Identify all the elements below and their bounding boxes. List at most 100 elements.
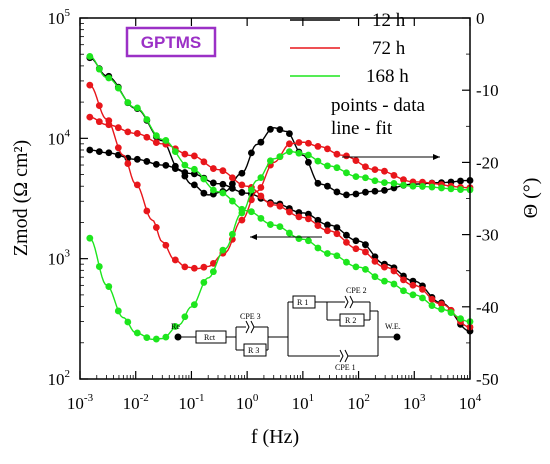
- data-point-zmod-72h: [95, 118, 103, 126]
- data-point-phase-12h: [286, 130, 293, 137]
- data-point-phase-72h: [200, 263, 208, 271]
- data-point-zmod-168h: [86, 52, 94, 60]
- data-point-phase-168h: [343, 169, 350, 177]
- circuit-label-cpe2: CPE 2: [346, 286, 367, 295]
- data-point-zmod-12h: [333, 224, 341, 231]
- x-tick-label: 103: [403, 392, 426, 413]
- data-point-phase-168h: [171, 323, 179, 330]
- data-point-zmod-168h: [419, 294, 426, 302]
- data-point-phase-168h: [352, 173, 360, 181]
- data-point-phase-12h: [314, 179, 322, 187]
- data-point-zmod-72h: [267, 200, 274, 208]
- legend-label-72h: 72 h: [372, 38, 406, 59]
- data-point-phase-12h: [362, 188, 369, 196]
- plot-frame: [79, 17, 471, 380]
- data-point-zmod-168h: [324, 250, 331, 257]
- data-point-phase-168h: [419, 183, 426, 190]
- legend-note-line: line - fit: [331, 118, 393, 139]
- data-point-zmod-168h: [362, 265, 369, 273]
- data-point-zmod-12h: [343, 231, 350, 239]
- x-tick-label: 10-1: [178, 392, 204, 413]
- y-right-tick-label: 0: [476, 9, 485, 28]
- data-point-phase-168h: [86, 234, 94, 242]
- y-left-tick-label: 103: [48, 248, 71, 269]
- data-point-zmod-12h: [305, 210, 312, 218]
- data-point-zmod-72h: [114, 124, 122, 132]
- data-point-phase-168h: [114, 307, 122, 315]
- data-point-phase-72h: [190, 264, 198, 272]
- ticks-layer: 10-3 10-2 10-1 100 101 102 103 104 102 103 104 105 0…: [48, 7, 499, 413]
- data-point-phase-168h: [333, 164, 341, 172]
- data-point-phase-72h: [257, 184, 265, 191]
- y-left-tick-label: 102: [48, 368, 71, 389]
- y-right-tick-label: -40: [476, 298, 499, 317]
- data-point-phase-72h: [95, 102, 103, 110]
- data-point-zmod-168h: [257, 214, 265, 222]
- data-point-zmod-72h: [190, 152, 198, 160]
- data-point-zmod-72h: [362, 248, 369, 256]
- data-point-zmod-168h: [190, 165, 198, 173]
- data-point-phase-72h: [371, 166, 379, 174]
- data-point-phase-168h: [238, 209, 246, 217]
- data-point-zmod-168h: [400, 287, 407, 295]
- data-point-zmod-12h: [105, 149, 113, 157]
- data-point-zmod-72h: [143, 133, 151, 141]
- circuit-re-terminal: [174, 333, 182, 341]
- data-point-phase-168h: [305, 151, 312, 159]
- data-point-zmod-168h: [162, 137, 170, 144]
- data-point-phase-12h: [381, 186, 388, 194]
- circuit-we-terminal: [393, 333, 401, 341]
- data-point-zmod-168h: [219, 189, 227, 197]
- data-point-zmod-72h: [209, 165, 217, 172]
- data-point-phase-72h: [352, 157, 360, 165]
- data-point-phase-72h: [86, 81, 94, 89]
- x-tick-label: 104: [459, 392, 482, 413]
- x-tick-label: 100: [236, 392, 259, 413]
- data-point-phase-72h: [209, 259, 217, 267]
- data-point-phase-72h: [343, 152, 350, 160]
- data-point-phase-168h: [400, 181, 407, 189]
- data-point-zmod-72h: [276, 202, 284, 210]
- data-point-phase-168h: [209, 268, 217, 276]
- data-point-zmod-168h: [352, 263, 360, 271]
- data-point-zmod-168h: [447, 309, 455, 316]
- y-right-tick-label: -50: [476, 370, 499, 389]
- x-tick-label: 10-2: [123, 392, 149, 413]
- data-point-zmod-72h: [238, 181, 246, 189]
- data-point-phase-168h: [105, 283, 113, 290]
- data-point-zmod-168h: [314, 244, 322, 252]
- legend-note-points: points - data: [331, 95, 425, 116]
- circuit-label-cpe1: CPE 1: [335, 363, 356, 372]
- circuit-label-r2: R 2: [345, 316, 356, 325]
- y-right-tick-label: -20: [476, 153, 499, 172]
- data-point-zmod-12h: [152, 160, 160, 168]
- data-point-zmod-72h: [409, 281, 417, 289]
- data-point-phase-168h: [457, 186, 464, 193]
- data-point-zmod-168h: [209, 186, 217, 194]
- data-point-zmod-72h: [343, 239, 350, 246]
- data-point-zmod-168h: [171, 148, 179, 156]
- data-point-zmod-72h: [286, 208, 293, 216]
- data-point-zmod-12h: [162, 161, 170, 169]
- y-left-tick-label: 105: [48, 7, 71, 28]
- data-point-zmod-168h: [305, 237, 312, 245]
- data-point-zmod-168h: [105, 74, 113, 82]
- data-point-zmod-168h: [295, 235, 303, 243]
- data-point-phase-72h: [124, 160, 132, 167]
- data-point-zmod-12h: [133, 155, 141, 163]
- data-point-zmod-12h: [362, 241, 369, 249]
- data-point-phase-168h: [162, 333, 170, 341]
- data-point-phase-168h: [133, 329, 141, 337]
- data-point-phase-168h: [286, 148, 293, 156]
- data-point-phase-72h: [381, 167, 388, 175]
- x-tick-label: 102: [347, 392, 370, 413]
- data-point-phase-168h: [200, 279, 208, 286]
- gptms-badge: GPTMS: [125, 26, 217, 58]
- data-point-phase-168h: [409, 182, 417, 190]
- data-point-zmod-168h: [438, 305, 445, 313]
- data-point-zmod-72h: [181, 150, 189, 158]
- data-point-zmod-168h: [181, 161, 189, 169]
- series-layer: [86, 52, 474, 343]
